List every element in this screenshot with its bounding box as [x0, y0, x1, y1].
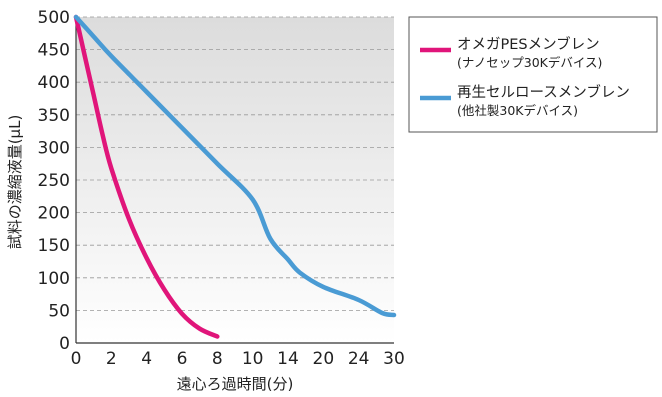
- y-tick-labels: 0 50 100 150 200 250 300 350 400 450 500: [38, 8, 70, 354]
- y-axis-title: 試料の濃縮液量(μL): [6, 115, 24, 250]
- y-tick-label: 250: [38, 171, 70, 191]
- x-tick-label: 4: [141, 349, 152, 369]
- x-tick-label: 30: [383, 349, 405, 369]
- x-tick-label: 8: [212, 349, 223, 369]
- series-line-cellulose: [73, 14, 397, 318]
- y-tick-label: 100: [38, 269, 70, 289]
- y-tick-label: 50: [48, 301, 70, 321]
- x-tick-label: 0: [71, 349, 82, 369]
- legend-label-cellulose: 再生セルロースメンブレン: [457, 83, 630, 101]
- y-tick-label: 450: [38, 41, 70, 61]
- x-tick-label: 20: [313, 349, 335, 369]
- series-line-pes: [73, 14, 220, 339]
- legend-box: [408, 16, 658, 133]
- series-lines: [73, 14, 397, 339]
- y-tick-label: 400: [38, 73, 70, 93]
- gridlines: [76, 16, 394, 311]
- x-tick-label: 6: [177, 349, 188, 369]
- y-tick-label: 350: [38, 106, 70, 126]
- legend: オメガPESメンブレン (ナノセップ30Kデバイス) 再生セルロースメンブレン …: [408, 16, 658, 133]
- y-tick-label: 500: [38, 8, 70, 28]
- y-tick-label: 300: [38, 138, 70, 158]
- y-tick-label: 0: [59, 334, 70, 354]
- y-tick-label: 200: [38, 204, 70, 224]
- x-tick-label: 2: [106, 349, 117, 369]
- y-tick-label: 150: [38, 236, 70, 256]
- x-tick-labels: 0 2 4 6 8 10 14 20 24 30: [71, 349, 405, 369]
- x-tick-label: 24: [348, 349, 370, 369]
- legend-sublabel-pes: (ナノセップ30Kデバイス): [457, 55, 602, 70]
- legend-sublabel-cellulose: (他社製30Kデバイス): [457, 103, 578, 118]
- legend-label-pes: オメガPESメンブレン: [457, 35, 600, 53]
- x-tick-label: 10: [242, 349, 264, 369]
- x-tick-label: 14: [277, 349, 299, 369]
- x-axis-title: 遠心ろ過時間(分): [177, 375, 294, 393]
